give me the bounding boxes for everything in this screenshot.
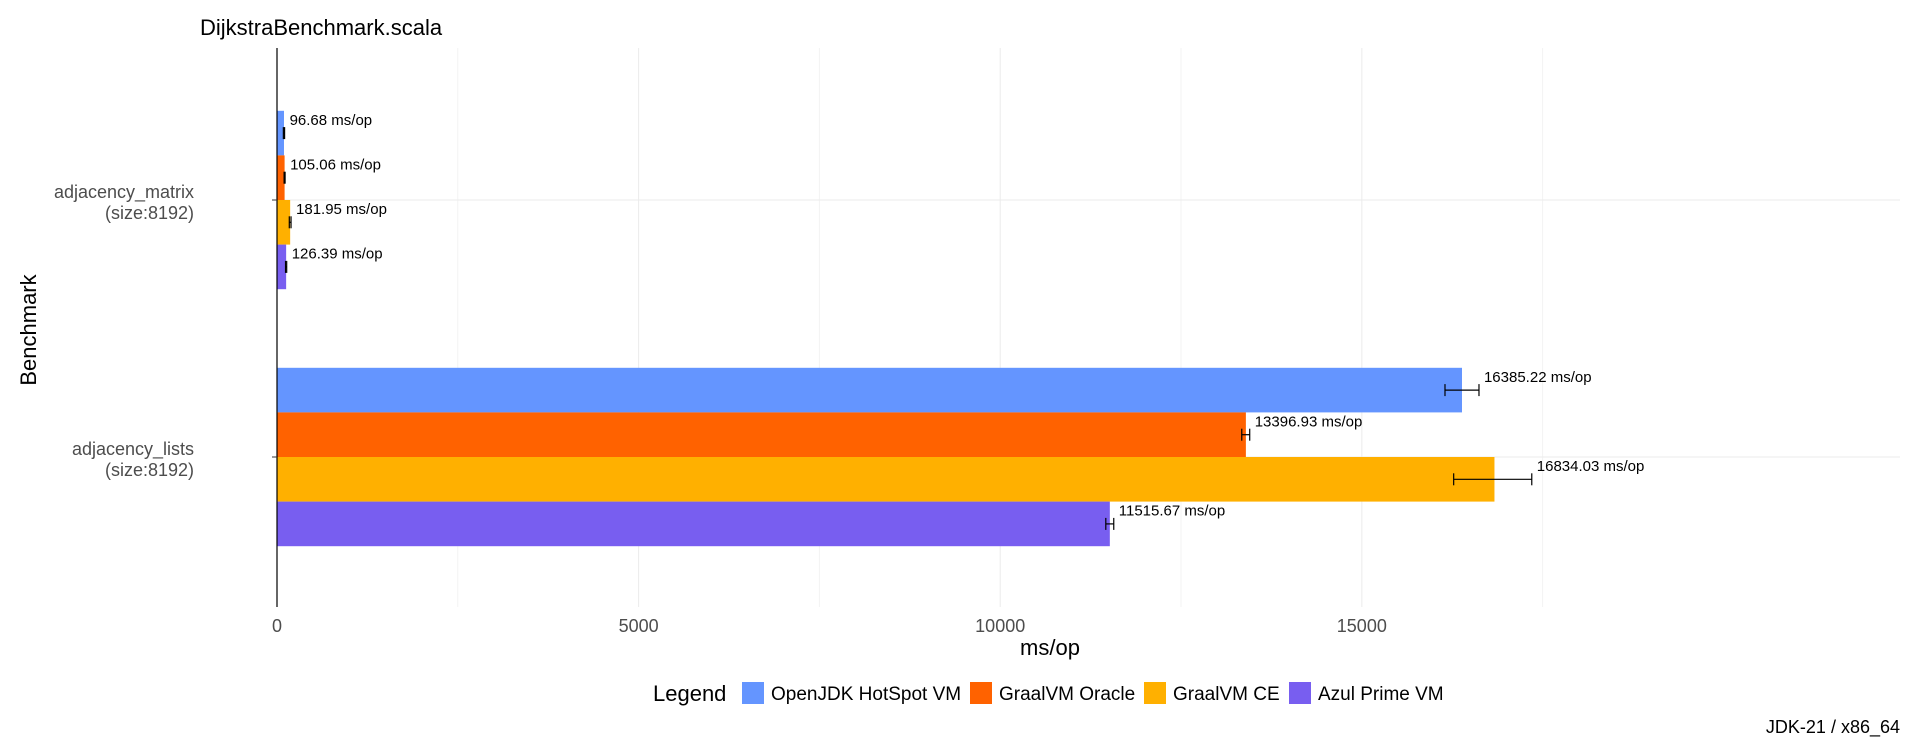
- bar: [277, 501, 1110, 547]
- data-labels: 96.68 ms/op 105.06 ms/op 181.95 ms/op 126.3…: [290, 112, 1645, 520]
- legend-item-label: GraalVM CE: [1173, 684, 1280, 705]
- legend-item-label: OpenJDK HotSpot VM: [771, 684, 961, 705]
- legend-swatch: [1289, 682, 1311, 704]
- data-label: 13396.93 ms/op: [1255, 413, 1363, 430]
- axes: 0 5000 10000 15000adjacency_matrix(size:819…: [54, 48, 1387, 636]
- x-axis-title: ms/op: [1020, 635, 1080, 660]
- bar: [277, 412, 1246, 457]
- data-label: 11515.67 ms/op: [1119, 503, 1225, 520]
- bar: [277, 155, 285, 200]
- x-tick-label: 5000: [619, 616, 659, 636]
- bar: [277, 200, 291, 245]
- bar: [277, 110, 284, 156]
- x-tick-label: 10000: [975, 616, 1025, 636]
- y-tick-label: (size:8192): [105, 460, 194, 480]
- bar: [277, 457, 1495, 502]
- legend-title: Legend: [653, 681, 726, 706]
- legend-swatch: [742, 682, 764, 704]
- data-label: 96.68 ms/op: [290, 112, 373, 129]
- y-tick-label: adjacency_lists: [72, 439, 194, 460]
- bar: [277, 367, 1462, 413]
- x-tick-label: 0: [272, 616, 282, 636]
- data-label: 105.06 ms/op: [290, 156, 381, 173]
- data-label: 16385.22 ms/op: [1484, 369, 1592, 386]
- y-tick-label: (size:8192): [105, 203, 194, 223]
- bars: [277, 110, 1533, 547]
- legend-swatch: [970, 682, 992, 704]
- y-axis-title: Benchmark: [16, 273, 41, 385]
- legend-item-label: Azul Prime VM: [1318, 684, 1444, 705]
- data-label: 181.95 ms/op: [296, 201, 387, 218]
- chart-title: DijkstraBenchmark.scala: [200, 15, 443, 40]
- data-label: 126.39 ms/op: [292, 246, 383, 263]
- legend: Legend OpenJDK HotSpot VM GraalVM Oracle G…: [653, 681, 1444, 706]
- data-label: 16834.03 ms/op: [1537, 458, 1645, 475]
- legend-swatch: [1144, 682, 1166, 704]
- chart-caption: JDK-21 / x86_64: [1766, 717, 1900, 738]
- x-tick-label: 15000: [1337, 616, 1387, 636]
- legend-item-label: GraalVM Oracle: [999, 684, 1135, 705]
- y-tick-label: adjacency_matrix: [54, 182, 194, 203]
- bar: [277, 244, 287, 290]
